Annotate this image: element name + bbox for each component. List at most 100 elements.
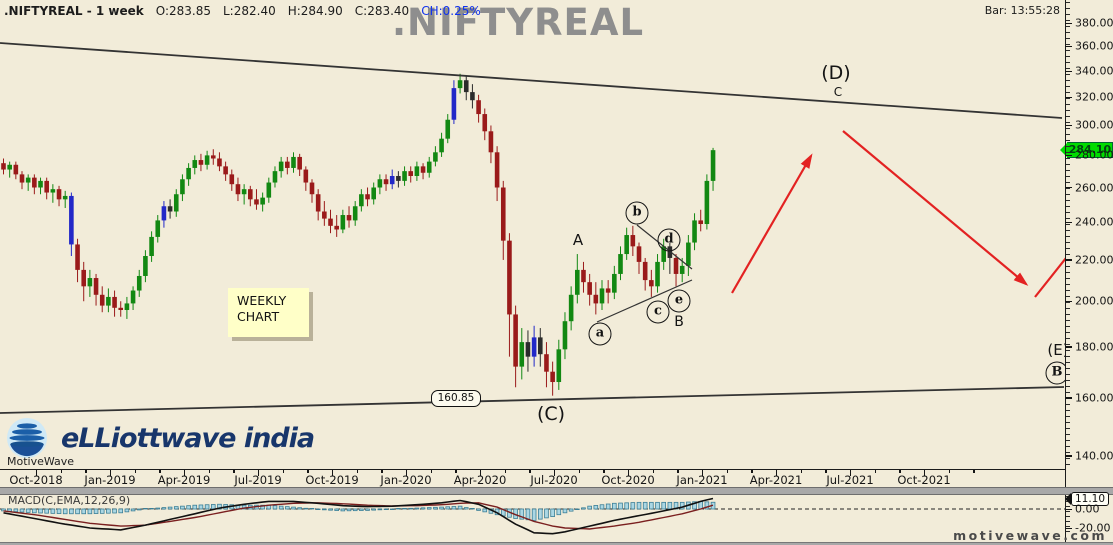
candle-body: [75, 244, 80, 270]
time-axis-minor-tick: [899, 470, 901, 473]
candle-body: [698, 220, 704, 225]
candle-body: [568, 294, 574, 322]
candle-body: [408, 171, 414, 176]
macd-histogram-bar: [408, 507, 414, 510]
candle-body: [204, 155, 210, 165]
macd-histogram-bar: [75, 508, 80, 515]
candle-body: [309, 182, 315, 195]
candle-body: [519, 342, 525, 367]
time-axis-minor-tick: [800, 470, 802, 473]
candle-body: [420, 166, 426, 173]
chart-note[interactable]: WEEKLY CHART: [228, 288, 309, 337]
macd-histogram-bar: [544, 508, 549, 519]
macd-histogram-bar: [50, 508, 56, 514]
macd-histogram-bar: [124, 508, 130, 513]
candle-body: [180, 179, 185, 195]
macd-histogram-bar: [704, 501, 710, 510]
macd-histogram-bar: [38, 508, 43, 514]
candle-body: [649, 280, 654, 287]
time-axis-minor-tick: [504, 470, 506, 473]
candle-body: [531, 337, 537, 357]
candle-body: [291, 156, 296, 168]
macd-histogram-bar: [593, 505, 599, 510]
price-axis-line[interactable]: [1065, 0, 1067, 542]
macd-histogram-bar: [519, 508, 525, 520]
time-axis-tick: [332, 470, 334, 476]
website-label: motivewave.com: [953, 528, 1107, 543]
candle-body: [149, 236, 154, 257]
candle-body: [593, 294, 599, 304]
candle-body: [198, 160, 204, 165]
macd-histogram-bar: [217, 503, 222, 510]
candle-body: [482, 114, 488, 132]
time-axis-label: Apr-2020: [453, 473, 507, 487]
price-axis-label: 300.00: [1075, 118, 1113, 132]
candle-body: [340, 215, 346, 230]
time-axis-tick: [406, 470, 408, 476]
time-axis-label: Apr-2019: [157, 473, 211, 487]
candle-body: [322, 211, 327, 219]
candle-body: [56, 189, 62, 200]
candle-body: [507, 240, 512, 315]
candle-body: [303, 169, 309, 183]
macd-histogram-bar: [439, 506, 444, 510]
macd-histogram-bar: [359, 508, 364, 511]
time-axis-tick: [924, 470, 926, 476]
macd-histogram-bar: [192, 504, 198, 510]
bottom-scrollbar-strip[interactable]: [0, 542, 1113, 545]
macd-histogram-bar: [618, 502, 623, 510]
price-chart-surface[interactable]: [0, 0, 1065, 470]
macd-histogram-bar: [1, 508, 6, 512]
support-price-label[interactable]: 160.85: [431, 390, 481, 407]
candle-body: [229, 174, 235, 185]
candle-body: [334, 225, 339, 230]
candle-body: [581, 269, 586, 283]
macd-axis-tick: [1065, 527, 1072, 529]
price-axis-tick: [1065, 154, 1072, 157]
candle-body: [618, 254, 623, 274]
candle-body: [297, 156, 302, 170]
candle-body: [537, 337, 543, 355]
macd-histogram-bar: [303, 507, 309, 510]
macd-histogram-bar: [19, 508, 25, 513]
time-axis-label: Oct-2018: [9, 473, 63, 487]
candle-body: [383, 179, 389, 185]
candle-body: [346, 215, 352, 221]
candle-body: [494, 152, 500, 188]
time-axis-label: Oct-2019: [305, 473, 359, 487]
macd-histogram-bar: [278, 505, 284, 510]
candle-body: [130, 290, 136, 304]
macd-value-tag: 11.10: [1065, 492, 1109, 506]
candle-body: [87, 278, 93, 287]
candle-body: [377, 179, 383, 188]
broker-logo: eLLiottwave india: [6, 417, 315, 459]
candle-body: [389, 175, 395, 185]
macd-histogram-bar: [575, 508, 580, 511]
candle-body: [241, 189, 247, 195]
time-axis-line[interactable]: [0, 469, 1065, 471]
time-axis-minor-tick: [948, 470, 950, 473]
macd-histogram-bar: [562, 508, 568, 514]
candle-body: [69, 195, 74, 245]
macd-signal-line: [3, 502, 714, 530]
macd-histogram-bar: [463, 507, 469, 510]
macd-histogram-bar: [99, 508, 105, 514]
price-axis-label: 280.00: [1075, 148, 1113, 162]
candle-body: [32, 177, 37, 188]
macd-panel-surface[interactable]: [0, 494, 1065, 541]
macd-histogram-bar: [161, 507, 167, 510]
candle-body: [575, 269, 580, 295]
projection-arrow-down: [842, 130, 1029, 286]
globe-logo-icon: [7, 418, 47, 458]
macd-histogram-bar: [587, 505, 592, 510]
panel-divider[interactable]: [0, 487, 1113, 495]
macd-histogram-bar: [93, 508, 99, 514]
macd-histogram-bar: [420, 507, 426, 510]
candle-body: [673, 257, 679, 274]
candle-body: [186, 167, 191, 180]
candle-body: [439, 138, 444, 153]
low-value: L:282.40: [223, 4, 276, 18]
macd-histogram-bar: [340, 508, 346, 512]
macd-histogram-bar: [291, 506, 296, 510]
candle-body: [328, 218, 333, 226]
